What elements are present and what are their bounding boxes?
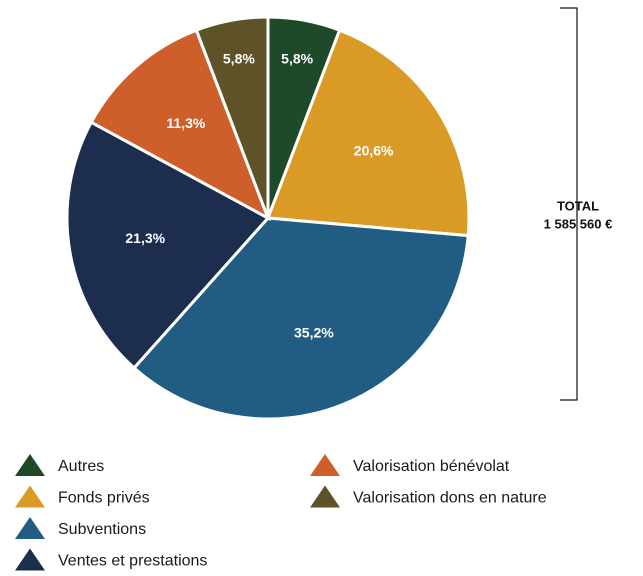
legend-label: Ventes et prestations: [58, 553, 207, 570]
total-value: 1 585 560 €: [544, 216, 613, 231]
legend-label: Valorisation dons en nature: [353, 490, 547, 507]
legend-swatch: [15, 454, 45, 476]
legend-swatch: [15, 517, 45, 539]
legend-swatch: [15, 485, 45, 508]
legend-label: Fonds privés: [58, 490, 150, 507]
pie-slice: [132, 216, 470, 421]
pie-slice: [194, 15, 270, 219]
pie-slice: [89, 28, 271, 222]
legend-label: Valorisation bénévolat: [353, 458, 510, 475]
slice-label: 11,3%: [166, 115, 205, 131]
pie-slice: [265, 28, 471, 238]
slice-label: 35,2%: [294, 325, 334, 341]
legend-swatch: [15, 548, 45, 571]
slice-label: 21,3%: [125, 230, 165, 246]
slice-label: 20,6%: [354, 143, 394, 159]
slice-label: 5,8%: [281, 51, 313, 67]
legend-label: Autres: [58, 458, 104, 475]
total-label: TOTAL: [557, 198, 599, 213]
legend-label: Subventions: [58, 521, 146, 538]
legend-swatch: [310, 485, 340, 508]
pie-slice: [65, 120, 271, 371]
legend-swatch: [310, 454, 340, 476]
slice-label: 5,8%: [223, 51, 255, 67]
total-bracket: [560, 7, 578, 401]
